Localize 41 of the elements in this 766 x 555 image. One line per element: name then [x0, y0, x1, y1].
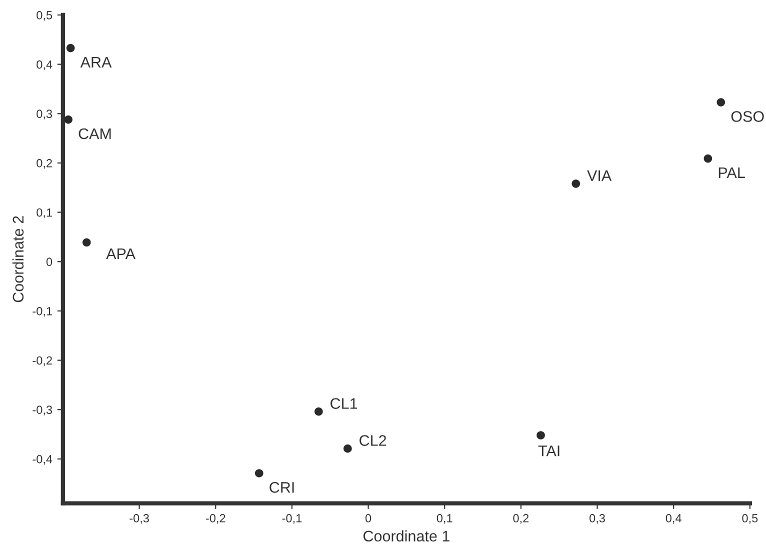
- series-label: CL2: [360, 435, 386, 446]
- point: [64, 115, 72, 124]
- point: [572, 180, 580, 188]
- series-label: VIA: [587, 170, 612, 181]
- point: [536, 431, 545, 440]
- series-label: OSO: [731, 111, 764, 122]
- x-axis-title: Coordinate 1: [363, 530, 450, 542]
- point: [704, 154, 712, 163]
- y-axis-title: Coordinate 2: [12, 216, 24, 302]
- series-label: TAI: [538, 446, 560, 456]
- series-label: CL1: [330, 398, 358, 409]
- series-label: CAM: [78, 128, 111, 140]
- y-tick-label: 0,3: [36, 110, 52, 120]
- x-tick-label: -0,3: [130, 514, 149, 524]
- x-tick-label: 0,2: [513, 514, 529, 524]
- x-tick-label: 0,1: [436, 514, 452, 524]
- series-label: APA: [106, 248, 136, 260]
- point: [344, 444, 352, 453]
- series-label: CRI: [270, 482, 294, 493]
- y-tick-label: 0,2: [36, 159, 52, 169]
- x-tick-label: -0,2: [206, 514, 226, 524]
- point: [66, 44, 75, 52]
- x-tick-label: 0,3: [590, 514, 605, 524]
- y-tick-label: 0,4: [36, 60, 52, 70]
- x-tick-label: 0: [365, 514, 372, 522]
- point: [314, 407, 323, 416]
- series-label: PAL: [718, 167, 745, 178]
- y-tick-label: -0,1: [32, 306, 52, 317]
- y-tick-label: 0,1: [36, 208, 52, 218]
- x-tick-label: -0,1: [282, 514, 302, 524]
- point: [82, 238, 91, 247]
- x-tick-label: 0,4: [666, 514, 682, 524]
- point: [254, 469, 264, 478]
- y-tick-label: 0: [46, 258, 52, 266]
- series-label: ARA: [80, 56, 112, 68]
- y-tick-label: -0,2: [32, 356, 52, 366]
- y-tick-label: 0,5: [36, 11, 52, 21]
- y-tick-label: -0,3: [32, 406, 52, 416]
- point: [716, 98, 726, 106]
- x-tick-label: 0,5: [742, 514, 758, 524]
- y-tick-label: -0,4: [32, 454, 52, 465]
